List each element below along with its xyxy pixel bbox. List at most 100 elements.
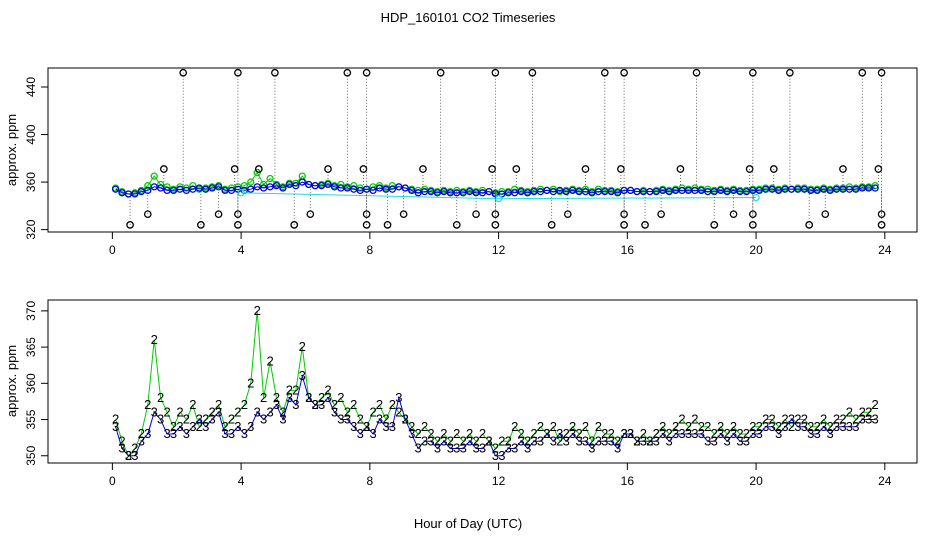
bottom-point-3: 3 [614,441,621,456]
calibration-point [858,68,867,77]
bottom-point-2: 2 [151,332,158,347]
bottom-point-2: 2 [859,404,866,419]
bottom-point-2: 2 [337,390,344,405]
top-point-level-3 [247,185,255,193]
bottom-point-3: 3 [852,419,859,434]
bottom-point-2: 2 [369,404,376,419]
bottom-point-2: 2 [286,383,293,398]
calibration-point [290,221,299,229]
calibration-point [452,221,461,229]
bottom-point-2: 2 [202,412,209,427]
bottom-point-3: 3 [447,441,454,456]
bottom-point-3: 3 [524,441,531,456]
bottom-xtick-label: 20 [749,474,763,488]
bottom-point-3: 3 [505,441,512,456]
bottom-point-3: 3 [485,433,492,448]
bottom-point-3: 3 [479,441,486,456]
bottom-point-2: 2 [678,412,685,427]
bottom-point-2: 2 [421,419,428,434]
bottom-point-3: 3 [196,412,203,427]
bottom-point-3: 3 [865,412,872,427]
bottom-point-2: 2 [518,426,525,441]
bottom-point-2: 2 [260,390,267,405]
bottom-point-3: 3 [395,390,402,405]
bottom-point-3: 3 [575,433,582,448]
bottom-point-3: 3 [736,433,743,448]
top-ytick-label: 400 [24,124,38,144]
bottom-point-3: 3 [170,426,177,441]
bottom-point-2: 2 [228,412,235,427]
bottom-point-3: 3 [704,433,711,448]
bottom-point-2: 2 [704,419,711,434]
bottom-point-3: 3 [839,419,846,434]
bottom-ytick-label: 355 [24,409,38,429]
calibration-point [786,68,794,77]
top-xtick-label: 20 [749,243,763,257]
bottom-point-3: 3 [247,419,254,434]
top-point-level-2 [375,182,384,190]
bottom-point-3: 3 [633,433,640,448]
bottom-point-2: 2 [711,426,718,441]
bottom-point-3: 3 [466,433,473,448]
bottom-point-2: 2 [762,412,769,427]
bottom-point-3: 3 [286,390,293,405]
calibration-point [512,165,521,173]
calibration-point [324,165,332,173]
bottom-point-3: 3 [659,426,666,441]
bottom-point-3: 3 [730,426,737,441]
bottom-point-3: 3 [691,426,698,441]
top-series-line-level-1 [241,192,757,200]
bottom-point-2: 2 [492,441,499,456]
bottom-point-3: 3 [569,426,576,441]
bottom-point-2: 2 [666,426,673,441]
bottom-point-3: 3 [537,433,544,448]
bottom-point-2: 2 [659,419,666,434]
top-point-level-3 [156,184,165,192]
bottom-point-2: 2 [614,433,621,448]
calibration-point [126,221,134,229]
bottom-point-2: 2 [292,383,299,398]
bottom-point-2: 2 [736,426,743,441]
calibration-point [676,165,685,173]
calibration-point [805,221,814,229]
bottom-point-2: 2 [698,419,705,434]
bottom-point-3: 3 [788,412,795,427]
top-point-level-2 [581,185,590,193]
bottom-point-3: 3 [872,412,879,427]
bottom-point-3: 3 [318,397,325,412]
calibration-point [234,210,242,219]
calibration-point [729,210,738,219]
top-point-level-3 [272,182,281,190]
bottom-point-3: 3 [588,441,595,456]
calibration-point [749,210,757,219]
top-point-level-3 [614,189,622,197]
bottom-point-2: 2 [537,419,544,434]
calibration-point [197,221,205,229]
bottom-point-2: 2 [389,397,396,412]
bottom-point-2: 2 [234,404,241,419]
bottom-point-3: 3 [228,426,235,441]
calibration-point [657,210,665,219]
top-point-level-3 [408,186,416,195]
bottom-point-2: 2 [460,433,467,448]
bottom-ytick-label: 370 [24,301,38,321]
bottom-point-2: 2 [685,419,692,434]
bottom-point-2: 2 [498,433,505,448]
calibration-point [877,221,886,229]
top-point-level-2 [259,180,268,189]
bottom-point-2: 2 [569,419,576,434]
top-ytick-label: 440 [24,77,38,97]
calibration-point [563,210,572,219]
bottom-point-2: 2 [440,426,447,441]
calibration-point [343,68,352,77]
bottom-point-2: 2 [563,426,570,441]
bottom-point-3: 3 [492,448,499,463]
bottom-point-3: 3 [363,419,370,434]
bottom-point-3: 3 [234,419,241,434]
top-point-level-2 [247,178,255,186]
bottom-point-2: 2 [550,419,557,434]
calibration-point [271,68,279,77]
bottom-point-3: 3 [749,426,756,441]
bottom-point-2: 2 [266,354,273,369]
